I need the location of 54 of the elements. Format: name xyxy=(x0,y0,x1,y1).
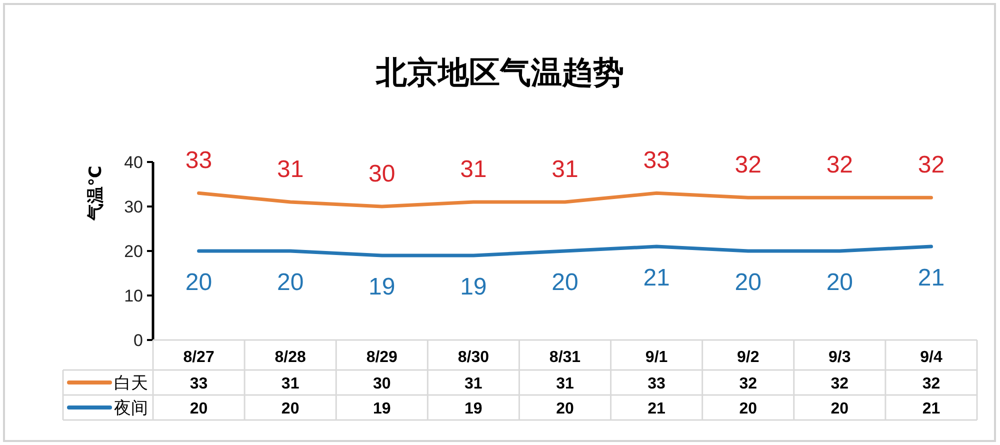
x-tick-label: 9/4 xyxy=(920,349,942,366)
annotation: 31 xyxy=(460,156,487,184)
data-label: 21 xyxy=(648,400,666,418)
data-label: 21 xyxy=(922,400,940,418)
data-label: 20 xyxy=(830,400,849,418)
data-label: 30 xyxy=(373,376,391,392)
annotation: 20 xyxy=(276,269,304,296)
annotation: 33 xyxy=(185,147,212,174)
annotation: 21 xyxy=(918,264,945,292)
legend-label: 白天 xyxy=(114,374,148,392)
y-tick-label: 20 xyxy=(124,242,143,261)
data-label: 33 xyxy=(190,376,208,392)
legend-label: 夜间 xyxy=(114,398,148,418)
y-tick-label: 30 xyxy=(124,198,143,216)
y-tick-label: 40 xyxy=(124,153,143,172)
y-tick-label: 10 xyxy=(124,286,143,306)
x-tick-label: 8/28 xyxy=(274,349,306,366)
annotation: 20 xyxy=(826,269,854,296)
data-label: 19 xyxy=(373,400,391,418)
annotation: 32 xyxy=(826,152,854,179)
x-tick-label: 8/31 xyxy=(549,349,581,366)
annotation: 20 xyxy=(552,269,578,296)
annotation: 20 xyxy=(734,269,762,296)
annotation: 20 xyxy=(185,269,212,296)
annotation: 21 xyxy=(643,264,670,292)
x-tick-label: 8/29 xyxy=(366,349,398,366)
annotation: 19 xyxy=(460,273,487,300)
data-label: 20 xyxy=(556,400,574,418)
data-label: 20 xyxy=(739,400,757,418)
data-label: 20 xyxy=(281,400,300,418)
data-label: 31 xyxy=(464,376,482,392)
data-label: 32 xyxy=(922,376,940,392)
data-label: 19 xyxy=(464,400,482,418)
annotation: 19 xyxy=(368,273,396,300)
chart-title: 北京地区气温趋势 xyxy=(376,55,624,90)
y-axis-title: 气温℃ xyxy=(86,166,105,220)
data-label: 20 xyxy=(190,400,208,418)
annotation: 31 xyxy=(552,156,578,184)
x-tick-label: 8/27 xyxy=(183,349,214,366)
annotation: 33 xyxy=(643,147,670,174)
x-tick-label: 9/2 xyxy=(736,349,760,366)
x-tick-label: 8/30 xyxy=(458,349,490,366)
annotation: 31 xyxy=(276,156,304,184)
x-tick-label: 9/3 xyxy=(828,349,851,366)
data-label: 33 xyxy=(648,376,666,392)
annotation: 30 xyxy=(368,160,396,188)
annotation: 32 xyxy=(734,152,762,179)
x-tick-label: 9/1 xyxy=(645,349,668,366)
data-label: 31 xyxy=(281,376,300,392)
y-tick-label: 0 xyxy=(134,331,143,350)
annotation: 32 xyxy=(918,152,945,179)
data-label: 32 xyxy=(739,376,757,392)
data-label: 32 xyxy=(830,376,849,392)
data-label: 31 xyxy=(556,376,574,392)
